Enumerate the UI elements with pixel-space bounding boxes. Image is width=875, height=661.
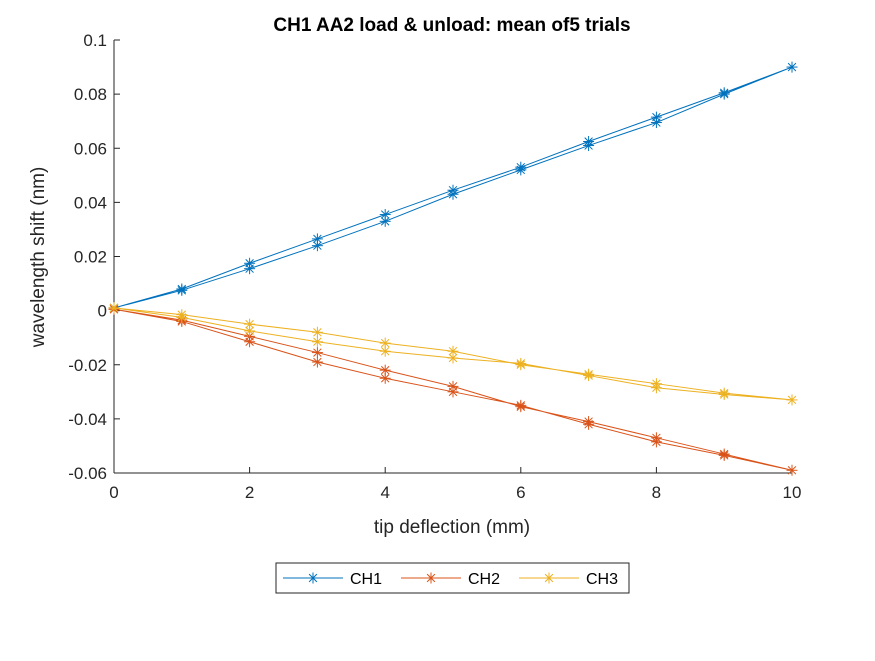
data-point-ch1 (650, 111, 662, 123)
data-point-ch3 (583, 368, 595, 380)
legend-marker-ch2 (425, 572, 437, 584)
data-point-ch2 (583, 416, 595, 428)
y-tick-label: 0.02 (74, 248, 107, 267)
legend-label-ch1: CH1 (350, 571, 382, 588)
data-point-ch1 (176, 283, 188, 295)
legend-label-ch3: CH3 (586, 571, 618, 588)
data-point-ch3 (311, 336, 323, 348)
data-point-ch2 (718, 448, 730, 460)
data-point-ch2 (786, 464, 798, 476)
x-tick-label: 0 (109, 483, 118, 502)
plot-series (108, 61, 798, 476)
chart-title: CH1 AA2 load & unload: mean of5 trials (273, 15, 630, 36)
y-tick-label: 0.1 (83, 31, 107, 50)
data-point-ch1 (379, 209, 391, 221)
y-tick-label: -0.02 (68, 356, 107, 375)
y-tick-label: 0.04 (74, 193, 107, 212)
data-point-ch2 (447, 380, 459, 392)
data-point-ch2 (379, 372, 391, 384)
x-tick-label: 4 (380, 483, 389, 502)
data-point-ch3 (311, 326, 323, 338)
data-point-ch3 (379, 337, 391, 349)
x-tick-label: 8 (652, 483, 661, 502)
x-axis-label: tip deflection (mm) (374, 517, 530, 538)
y-tick-label: 0 (98, 302, 107, 321)
data-point-ch1 (583, 135, 595, 147)
y-tick-label: 0.06 (74, 139, 107, 158)
axes: 0 2 4 6 8 10 -0.06 -0.04 -0.02 0 0.02 0.04 0.06 0.08 0… (68, 31, 801, 502)
data-point-ch3 (718, 387, 730, 399)
y-axis-label: wavelength shift (nm) (28, 167, 49, 349)
y-tick-label: 0.08 (74, 85, 107, 104)
x-tick-label: 10 (783, 483, 802, 502)
data-point-ch2 (650, 432, 662, 444)
data-point-ch2 (311, 347, 323, 359)
data-point-ch3 (108, 302, 120, 314)
y-tick-label: -0.06 (68, 464, 107, 483)
y-tick-label: -0.04 (68, 410, 107, 429)
legend: CH1 CH2 CH3 (275, 562, 630, 594)
data-point-ch1 (244, 257, 256, 269)
data-point-ch2 (379, 364, 391, 376)
legend-marker-ch3 (543, 572, 555, 584)
data-point-ch1 (515, 161, 527, 173)
data-point-ch1 (718, 87, 730, 99)
data-point-ch3 (650, 378, 662, 390)
legend-marker-ch1 (307, 572, 319, 584)
data-point-ch1 (447, 184, 459, 196)
data-point-ch3 (244, 318, 256, 330)
data-point-ch1 (786, 61, 798, 73)
data-point-ch3 (515, 359, 527, 371)
data-point-ch3 (447, 345, 459, 357)
x-tick-label: 6 (516, 483, 525, 502)
data-point-ch2 (311, 356, 323, 368)
data-point-ch1 (311, 233, 323, 245)
x-tick-label: 2 (245, 483, 254, 502)
data-point-ch3 (379, 345, 391, 357)
legend-label-ch2: CH2 (468, 571, 500, 588)
data-point-ch3 (176, 309, 188, 321)
data-point-ch2 (515, 401, 527, 413)
data-point-ch3 (786, 394, 798, 406)
